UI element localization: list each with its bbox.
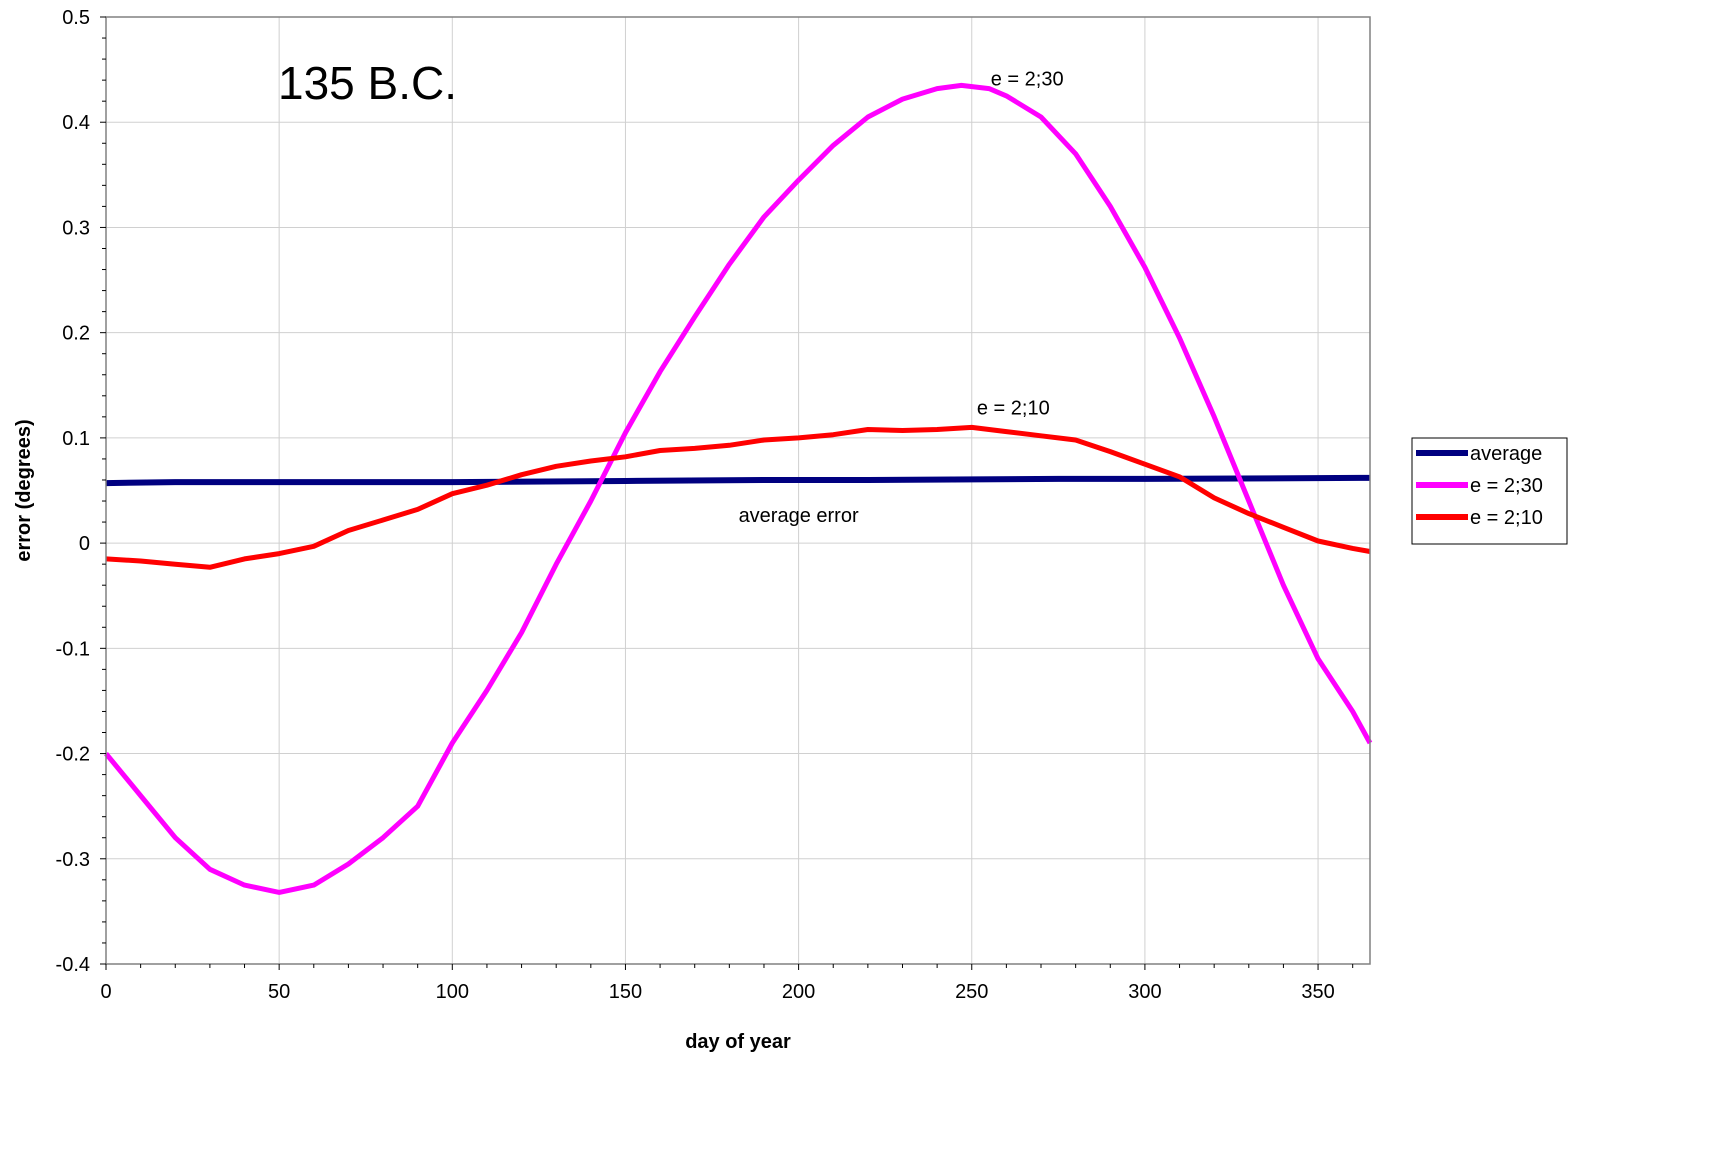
y-tick-label: -0.1 xyxy=(56,638,90,660)
y-tick-label: -0.4 xyxy=(56,954,90,976)
x-tick-label: 150 xyxy=(609,981,642,1003)
series-line-2 xyxy=(105,424,1371,570)
series-line-0 xyxy=(105,474,1370,487)
y-tick-label: 0.5 xyxy=(62,7,90,29)
legend-label: e = 2;30 xyxy=(1470,475,1543,497)
annotation-label: e = 2;30 xyxy=(991,68,1064,90)
x-tick-label: 50 xyxy=(268,981,290,1003)
annotation-label: average error xyxy=(739,505,859,527)
annotation-label: e = 2;10 xyxy=(977,398,1050,420)
series-line-1 xyxy=(104,82,1373,895)
y-tick-label: -0.3 xyxy=(56,849,90,871)
y-axis-title: error (degrees) xyxy=(13,419,35,561)
x-tick-label: 300 xyxy=(1128,981,1161,1003)
y-tick-label: -0.2 xyxy=(56,744,90,766)
x-tick-label: 100 xyxy=(436,981,469,1003)
plot-frame xyxy=(105,16,1371,965)
y-tick-label: 0.3 xyxy=(62,217,90,239)
axis-ticks xyxy=(100,16,1354,970)
tick-labels: 0 50 100 150 200 250 300 350 -0.4 -0.3 -0.2 -0.1 0 0.… xyxy=(56,7,1335,1003)
x-tick-label: 250 xyxy=(955,981,988,1003)
plot-area xyxy=(106,17,1370,964)
annotations: 135 B.C. e = 2;30 e = 2;10 average error xyxy=(278,57,1064,527)
y-tick-label: 0.2 xyxy=(62,323,90,345)
annotation-label: 135 B.C. xyxy=(278,57,457,109)
x-tick-label: 0 xyxy=(100,981,111,1003)
x-tick-label: 200 xyxy=(782,981,815,1003)
y-tick-label: 0.1 xyxy=(62,428,90,450)
series-lines xyxy=(104,82,1373,895)
y-tick-label: 0 xyxy=(79,533,90,555)
y-tick-label: 0.4 xyxy=(62,112,90,134)
x-tick-label: 350 xyxy=(1301,981,1334,1003)
x-axis-title: day of year xyxy=(685,1031,791,1053)
legend-label: e = 2;10 xyxy=(1470,507,1543,529)
legend: average e = 2;30 e = 2;10 xyxy=(1411,437,1568,545)
legend-label: average xyxy=(1470,443,1542,465)
